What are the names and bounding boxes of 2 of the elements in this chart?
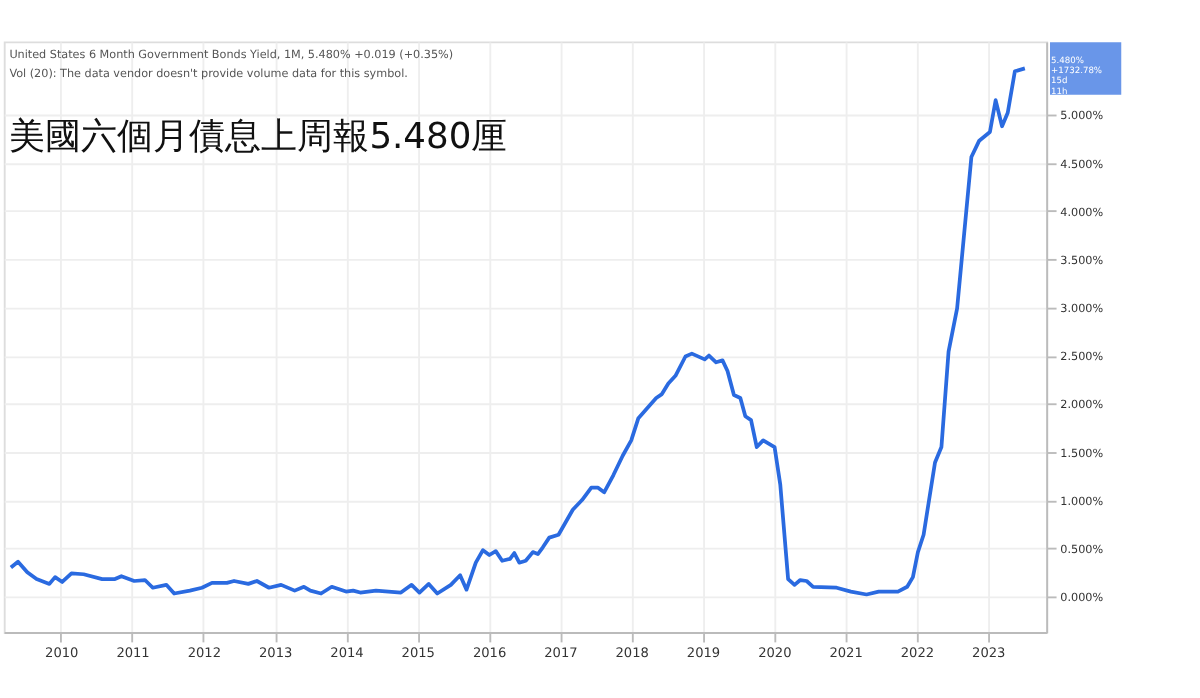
line-series [9, 66, 1027, 597]
text: 美國六個月債息上周報5.480厘 [9, 116, 508, 159]
